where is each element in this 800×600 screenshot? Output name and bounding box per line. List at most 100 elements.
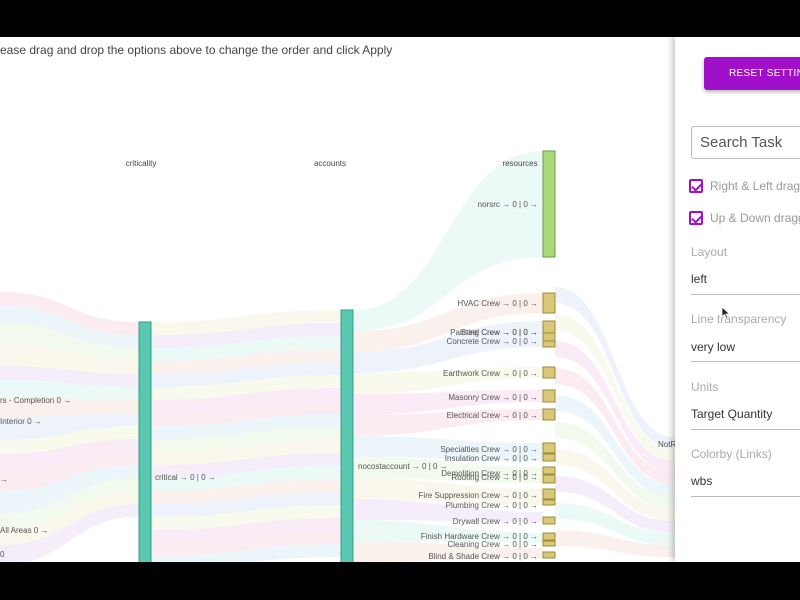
checkbox-checked-icon[interactable] <box>689 211 703 225</box>
dimension-header-criticality: criticality <box>126 159 157 168</box>
right-left-dragging-label: Right & Left dragging <box>710 179 800 193</box>
left-node-label: → <box>0 475 8 484</box>
accounts-node-label: nocostaccount → 0 | 0 → <box>358 462 448 471</box>
flow-band <box>555 287 675 449</box>
flow-band <box>0 292 139 335</box>
colorby-select[interactable]: wbs <box>691 474 713 488</box>
resource-node-label: Insulation Crew → 0 | 0 → <box>445 454 538 463</box>
resource-node-label: norsrc → 0 | 0 → <box>478 200 538 209</box>
resource-node <box>542 551 556 559</box>
flow-band <box>151 440 341 465</box>
resource-node-label: Specialties Crew → 0 | 0 → <box>440 445 538 454</box>
flow-band <box>353 409 543 436</box>
flow-band <box>151 336 341 361</box>
resource-node <box>542 532 556 541</box>
flow-band <box>151 505 341 530</box>
sankey-links <box>0 151 675 562</box>
line-transparency-underline <box>691 361 800 362</box>
flow-band <box>151 427 341 452</box>
line-transparency-select[interactable]: very low <box>691 340 736 354</box>
flow-band <box>151 323 341 348</box>
resource-node <box>542 340 556 348</box>
dimension-header-resources: resources <box>502 159 537 168</box>
flow-band <box>0 323 139 361</box>
resource-node <box>542 389 556 403</box>
mouse-cursor-icon <box>721 306 731 320</box>
flow-band <box>0 426 139 454</box>
resource-node <box>542 474 556 484</box>
resource-node <box>542 332 556 342</box>
flow-band <box>151 388 341 413</box>
resource-node-label: HVAC Crew → 0 | 0 → <box>457 299 538 308</box>
instruction-text: ease drag and drop the options above to … <box>0 43 393 57</box>
flow-band <box>151 401 341 426</box>
flow-band <box>151 492 341 517</box>
flow-band <box>555 422 675 509</box>
colorby-underline <box>691 496 800 497</box>
resource-node-label: Finish Hardware Crew → 0 | 0 → <box>421 532 538 541</box>
flow-band <box>353 457 543 483</box>
search-task-input[interactable]: Search Task <box>691 126 800 159</box>
reset-settings-button[interactable]: RESET SETTINGS <box>704 57 800 90</box>
flow-band <box>151 453 341 478</box>
layout-underline <box>691 294 800 295</box>
resource-node <box>542 516 556 525</box>
flow-band <box>0 397 139 417</box>
flow-band <box>353 390 543 415</box>
resource-node-label: Earthwork Crew → 0 | 0 → <box>443 369 538 378</box>
line-transparency-label: Line transparency <box>691 312 787 326</box>
flow-band <box>353 151 543 331</box>
flow-band <box>555 503 675 545</box>
flow-band <box>0 465 139 514</box>
resource-node <box>542 540 556 547</box>
sankey-labels: criticality accounts resources critical → 0… <box>0 159 675 561</box>
flow-band <box>151 531 341 556</box>
flow-band <box>555 395 675 497</box>
flow-band <box>151 375 341 400</box>
flow-band <box>555 314 675 461</box>
checkbox-checked-icon[interactable] <box>689 179 703 193</box>
flow-band <box>555 368 675 485</box>
layout-label: Layout <box>691 245 728 259</box>
resource-node-label: Drywall Crew → 0 | 0 → <box>453 517 538 526</box>
flow-band <box>151 349 341 374</box>
up-down-dragging-toggle[interactable]: Up & Down dragging <box>689 209 800 227</box>
right-left-dragging-toggle[interactable]: Right & Left dragging <box>689 177 800 195</box>
resource-node <box>542 453 556 462</box>
colorby-label: Colorby (Links) <box>691 447 772 461</box>
flow-band <box>151 479 341 504</box>
viewport: ease drag and drop the options above to … <box>0 37 800 562</box>
resource-node-label: Concrete Crew → 0 | 0 → <box>447 337 538 346</box>
units-select[interactable]: Target Quantity <box>691 407 773 421</box>
flow-band <box>0 413 139 440</box>
flow-band <box>353 321 543 373</box>
settings-panel: RESET SETTINGS Search Task Right & Left … <box>675 37 800 562</box>
resource-node-label: Electrical Crew → 0 | 0 → <box>447 411 538 420</box>
flow-band <box>0 380 139 400</box>
flow-band <box>353 541 543 562</box>
left-node-label: Interior 0 → <box>0 417 42 426</box>
resource-node <box>542 488 556 500</box>
accounts-node <box>340 309 354 562</box>
resource-node <box>542 292 556 314</box>
resource-node-label: Fire Suppression Crew → 0 | 0 → <box>419 491 538 500</box>
units-underline <box>691 429 800 430</box>
resource-node-label: Cleaning Crew → 0 | 0 → <box>447 540 538 549</box>
flow-band <box>151 310 341 335</box>
flow-band <box>0 366 139 387</box>
flow-band <box>0 343 139 374</box>
sankey-chart[interactable]: criticality accounts resources critical → 0… <box>0 37 675 562</box>
sankey-nodes <box>138 150 556 562</box>
flow-band <box>555 449 675 521</box>
resource-node <box>542 408 556 421</box>
resource-node <box>542 366 556 379</box>
flow-band <box>151 362 341 387</box>
criticality-node-label: critical → 0 | 0 → <box>155 473 216 482</box>
flow-band <box>0 306 139 348</box>
flow-band <box>151 544 341 562</box>
resource-node <box>542 466 556 475</box>
layout-select[interactable]: left <box>691 272 708 286</box>
resource-node-label: Masonry Crew → 0 | 0 → <box>448 393 538 402</box>
flow-band <box>353 436 543 461</box>
flow-band <box>151 466 341 491</box>
